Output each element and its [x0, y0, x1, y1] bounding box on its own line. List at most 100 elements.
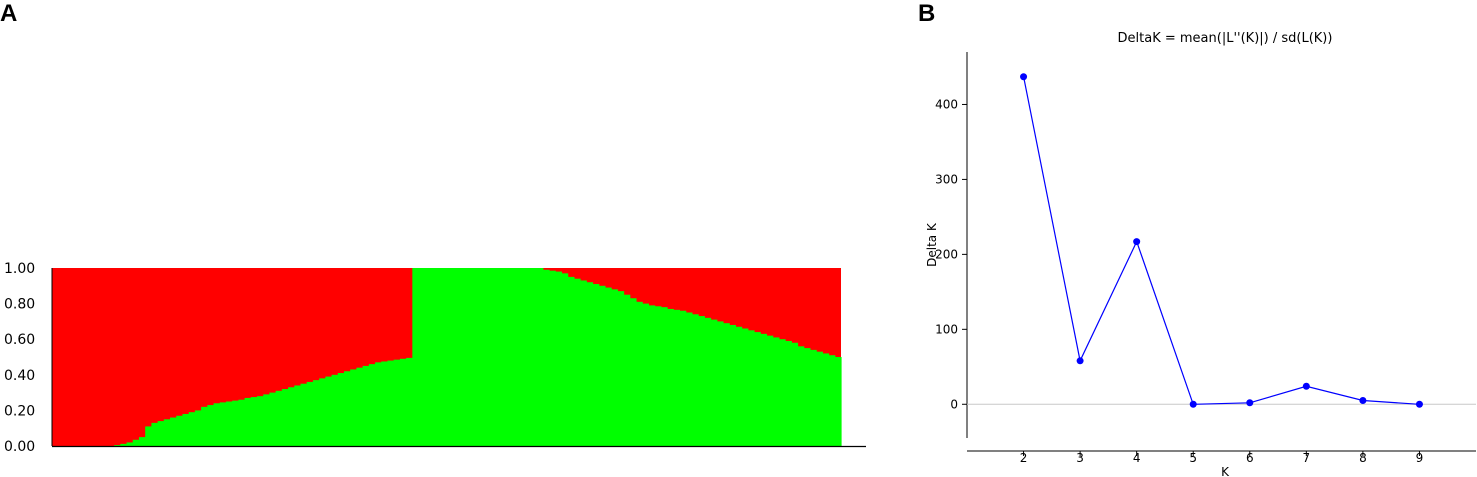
individual-bar-lower	[375, 362, 382, 446]
panel-a-label: A	[0, 0, 18, 27]
x-tick-label: 7	[1303, 451, 1311, 465]
y-tick-label: 0	[950, 397, 958, 411]
y-tick-label: 100	[935, 322, 958, 336]
individual-bar-lower	[145, 426, 152, 446]
individual-bar-lower	[654, 306, 662, 446]
individual-bar-lower	[828, 355, 836, 446]
individual-bar-lower	[294, 385, 302, 446]
individual-bar-lower	[176, 415, 184, 446]
individual-bar-lower	[536, 268, 544, 446]
structure-bar-plot: 0.00 0.20 0.40 0.60 0.80 1.00	[4, 261, 866, 455]
y-tick-label: 0.20	[4, 403, 35, 419]
individual-bar-lower	[368, 364, 376, 446]
x-tick-label: 9	[1416, 451, 1424, 465]
delta-k-data-point	[1076, 357, 1084, 365]
individual-bar-lower	[573, 278, 581, 446]
individual-bar-lower	[138, 437, 146, 446]
individual-bar-lower	[816, 351, 823, 446]
individual-bar-lower	[660, 307, 668, 446]
individual-bar-lower	[157, 421, 165, 446]
individual-bar-lower	[474, 268, 482, 446]
y-axis-label: Delta K	[925, 222, 939, 267]
individual-bar-lower	[747, 330, 755, 446]
delta-k-data-point	[1189, 400, 1197, 408]
individual-bar-lower	[455, 268, 463, 446]
individual-bar-lower	[356, 367, 364, 446]
individual-bar-lower	[232, 400, 239, 446]
individual-bar-lower	[188, 412, 196, 446]
individual-bar-lower	[300, 383, 308, 446]
individual-bar-lower	[319, 378, 326, 446]
individual-bar-lower	[238, 399, 246, 446]
individual-bar-lower	[772, 337, 780, 446]
y-tick-label: 0.80	[4, 297, 35, 313]
individual-bar-lower	[381, 361, 389, 446]
individual-bar-lower	[350, 369, 358, 446]
x-tick-label: 5	[1189, 451, 1197, 465]
y-tick-label: 400	[935, 97, 958, 111]
individual-bar-lower	[306, 381, 314, 446]
individual-bar-lower	[549, 270, 556, 446]
delta-k-data-point	[1359, 397, 1367, 405]
individual-bar-lower	[642, 303, 650, 446]
individual-bar-lower	[343, 371, 351, 446]
individual-bar-lower	[331, 374, 339, 446]
individual-bar-lower	[412, 268, 420, 446]
individual-bar-lower	[623, 294, 631, 446]
y-tick-label: 300	[935, 172, 958, 186]
individual-bar-lower	[822, 353, 830, 446]
individual-bar-lower	[592, 284, 600, 446]
individual-bar-lower	[126, 442, 134, 446]
delta-k-data-point	[1246, 399, 1254, 407]
individual-bar-lower	[114, 445, 121, 446]
individual-bar-lower	[120, 443, 128, 446]
individual-bar-lower	[580, 280, 587, 446]
individual-bar-lower	[269, 392, 277, 446]
chart-title: DeltaK = mean(|L''(K)|) / sd(L(K))	[1118, 31, 1333, 46]
y-tick-label: 0.40	[4, 368, 35, 384]
individual-bar-lower	[362, 365, 370, 446]
individual-bar-lower	[567, 276, 575, 446]
individual-bar-lower	[691, 314, 699, 446]
panel-b-label: B	[918, 0, 936, 27]
individual-bar-lower	[493, 268, 500, 446]
individual-bar-lower	[194, 410, 202, 446]
x-axis-label: K	[1221, 465, 1230, 477]
individual-bar-lower	[443, 268, 451, 446]
individual-bar-lower	[163, 419, 171, 446]
y-tick-label: 0.60	[4, 332, 35, 348]
individual-bar-lower	[275, 390, 283, 446]
individual-bar-lower	[505, 268, 513, 446]
individual-bar-lower	[337, 373, 345, 446]
individual-bar-lower	[611, 289, 618, 446]
individual-bar-lower	[151, 422, 159, 446]
individual-bar-lower	[555, 271, 563, 446]
individual-bar-lower	[499, 268, 507, 446]
delta-k-series-line	[1023, 76, 1420, 405]
individual-bar-lower	[586, 282, 594, 446]
individual-bar-lower	[834, 357, 842, 446]
individual-bar-lower	[766, 335, 774, 446]
individual-bar-lower	[598, 285, 606, 446]
individual-bar-lower	[698, 316, 705, 446]
individual-bar-lower	[430, 268, 438, 446]
individual-bar-lower	[213, 403, 221, 446]
individual-bar-lower	[604, 287, 612, 446]
individual-bar-lower	[673, 309, 681, 446]
individual-bar-lower	[418, 268, 426, 446]
individual-bar-lower	[288, 387, 295, 446]
individual-bar-lower	[182, 413, 190, 446]
individual-bar-lower	[716, 321, 724, 446]
individual-bar-lower	[257, 396, 264, 446]
delta-k-data-point	[1415, 400, 1423, 408]
individual-bar-lower	[393, 359, 401, 446]
individual-bar-lower	[648, 305, 656, 446]
x-tick-label: 6	[1246, 451, 1254, 465]
delta-k-line-plot: DeltaK = mean(|L''(K)|) / sd(L(K)) 0 100 20…	[925, 31, 1476, 477]
delta-k-data-point	[1020, 73, 1028, 81]
individual-bar-lower	[424, 268, 432, 446]
individual-bar-lower	[778, 339, 786, 446]
individual-bar-lower	[667, 308, 674, 446]
individual-bar-lower	[437, 268, 444, 446]
individual-bar-lower	[486, 268, 494, 446]
